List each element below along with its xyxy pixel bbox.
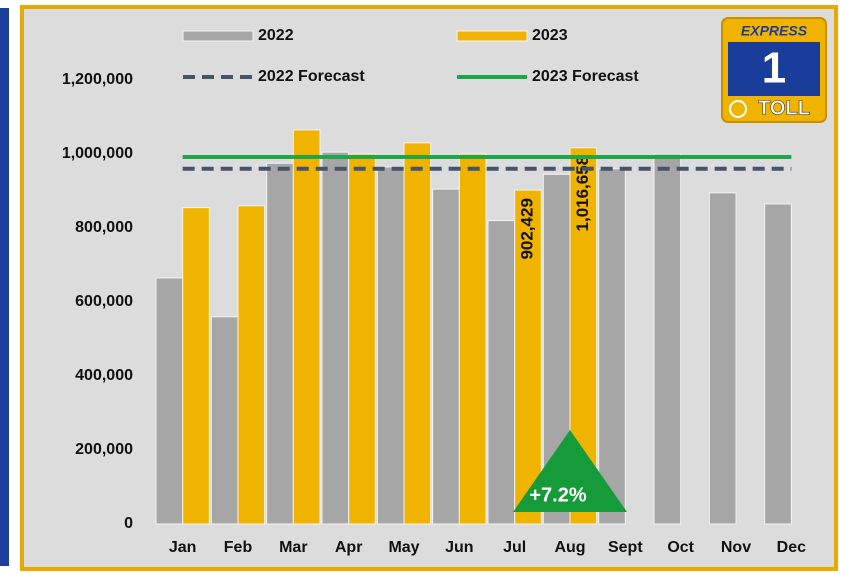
bar: [182, 207, 210, 525]
y-tick-label: 0: [124, 515, 133, 532]
bar: [292, 129, 321, 525]
bar: [653, 153, 682, 525]
legend-label: 2022: [258, 27, 294, 44]
bar: [348, 153, 376, 525]
x-tick-label: Dec: [777, 539, 806, 556]
legend-swatch: [182, 30, 254, 42]
y-tick-label: 600,000: [75, 293, 133, 310]
bar: [403, 142, 432, 525]
bar: [514, 189, 542, 525]
bar: [376, 166, 405, 525]
logo-box: [728, 42, 820, 96]
bar: [210, 316, 239, 525]
data-label: 1,016,658: [573, 156, 592, 232]
x-tick-label: Oct: [667, 539, 694, 556]
legend-label: 2023: [532, 27, 568, 44]
y-tick-label: 1,200,000: [62, 71, 133, 88]
bar: [487, 220, 516, 525]
y-tick-label: 400,000: [75, 367, 133, 384]
y-tick-label: 800,000: [75, 219, 133, 236]
logo-star: [729, 100, 747, 118]
x-tick-label: Sept: [608, 539, 643, 556]
annotation: +7.2%: [529, 484, 586, 506]
y-tick-label: 1,000,000: [62, 145, 133, 162]
bar: [764, 203, 792, 525]
bar: [155, 277, 184, 525]
logo-number: 1: [762, 44, 786, 93]
x-tick-label: Jan: [169, 539, 197, 556]
bar: [458, 153, 487, 525]
x-tick-label: Aug: [554, 539, 585, 556]
legend-label: 2022 Forecast: [258, 68, 365, 85]
bar: [432, 188, 460, 525]
bar: [237, 205, 266, 525]
side-strip: [0, 8, 9, 566]
bar: [708, 192, 737, 525]
bar: [321, 151, 350, 525]
x-tick-label: Feb: [224, 539, 253, 556]
x-tick-label: Jul: [503, 539, 526, 556]
x-tick-label: Jun: [445, 539, 473, 556]
annotation-triangle: [513, 430, 627, 512]
x-tick-label: Nov: [721, 539, 751, 556]
legend-label: 2023 Forecast: [532, 68, 639, 85]
logo-bottom: TOLL: [758, 97, 810, 119]
legend-swatch: [456, 30, 528, 42]
x-tick-label: Apr: [335, 539, 363, 556]
x-tick-label: Mar: [279, 539, 307, 556]
logo: EXPRESS 1 TOLL: [721, 17, 827, 123]
logo-top: EXPRESS: [741, 23, 808, 39]
data-label: 902,429: [517, 198, 536, 259]
bar: [598, 168, 626, 525]
y-tick-label: 200,000: [75, 441, 133, 458]
bar: [266, 162, 294, 525]
x-tick-label: May: [388, 539, 419, 556]
